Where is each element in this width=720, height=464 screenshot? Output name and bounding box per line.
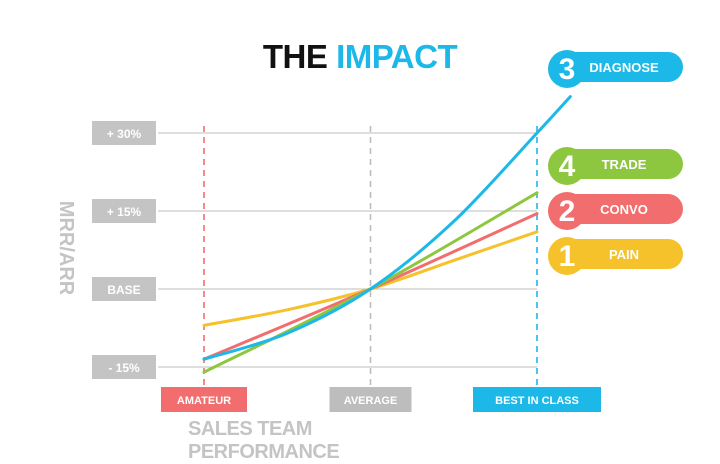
x-tick-label: AVERAGE xyxy=(344,395,398,407)
series-line-pain xyxy=(202,230,539,327)
chart-title: THE IMPACT xyxy=(0,38,720,76)
legend-number: 3 xyxy=(559,53,576,86)
y-tick-box xyxy=(92,277,156,301)
y-axis-label: MRR/ARR xyxy=(55,200,77,296)
y-tick-box xyxy=(92,199,156,223)
y-tick-label: + 15% xyxy=(107,205,142,219)
y-tick-label: - 15% xyxy=(108,361,140,375)
chart: THE IMPACT + 30% + 15% BASE - 15% AMATEUR AVE… xyxy=(0,38,720,463)
legend-badge-convo xyxy=(548,192,586,230)
legend-badge-diagnose xyxy=(548,50,586,88)
x-tick-label: AMATEUR xyxy=(177,395,231,407)
chart-title-part2: IMPACT xyxy=(336,38,458,75)
legend-number: 4 xyxy=(559,150,576,183)
series-line-diagnose xyxy=(202,95,572,361)
plot-area: + 30% + 15% BASE - 15% AMATEUR AVERAGE BEST IN… xyxy=(92,50,683,412)
x-tick-label: BEST IN CLASS xyxy=(495,395,579,407)
x-axis-label: SALES TEAM PERFORMANCE xyxy=(188,418,340,463)
legend-number: 2 xyxy=(559,195,576,228)
legend-label: DIAGNOSE xyxy=(589,60,659,75)
y-tick-box xyxy=(92,121,156,145)
legend-number: 1 xyxy=(559,240,576,273)
legend-badge-pain xyxy=(548,237,586,275)
legend-label: CONVO xyxy=(600,202,648,217)
legend-badge-trade xyxy=(548,147,586,185)
y-tick-label: + 30% xyxy=(107,127,142,141)
legend-label: PAIN xyxy=(609,247,639,262)
x-tick-box xyxy=(329,387,412,412)
legend-label: TRADE xyxy=(602,157,647,172)
y-tick-label: BASE xyxy=(107,283,140,297)
x-tick-box xyxy=(161,387,247,412)
chart-title-part1: THE xyxy=(262,38,328,75)
x-tick-box xyxy=(473,387,601,412)
y-tick-box xyxy=(92,355,156,379)
